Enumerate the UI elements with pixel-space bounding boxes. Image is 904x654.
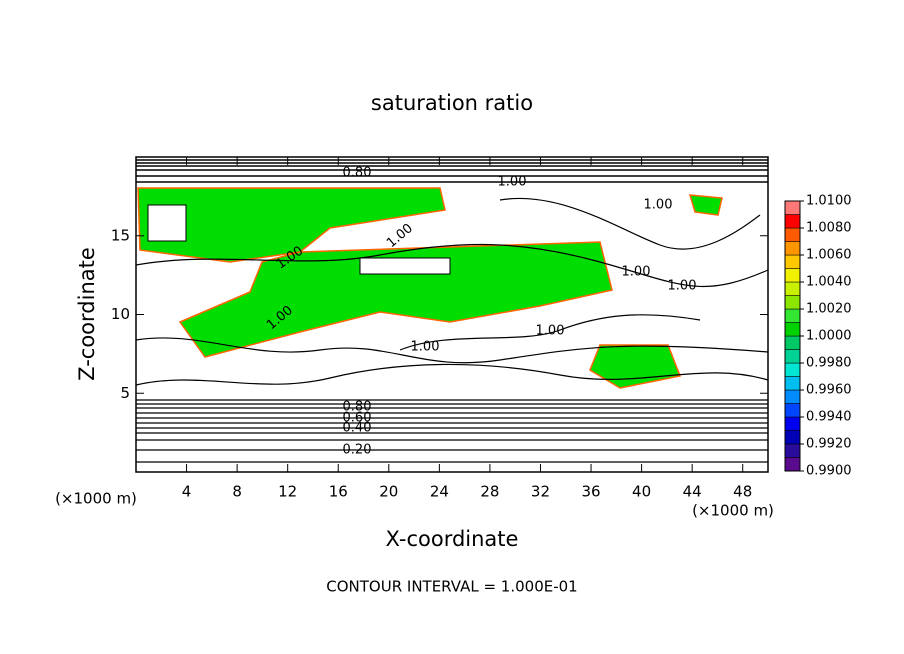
contour-label: 0.80 [343, 166, 372, 181]
footer: CONTOUR INTERVAL = 1.000E-01 [326, 578, 577, 596]
colorbar-tick-label: 1.0100 [806, 194, 852, 209]
x-axis-label: X-coordinate [386, 527, 519, 551]
x-tick-label: 32 [531, 483, 550, 501]
contour-line [135, 363, 769, 386]
colorbar-band [784, 443, 801, 458]
x-tick-label: 20 [379, 483, 398, 501]
unsaturated-hole [359, 257, 451, 275]
colorbar-band [784, 416, 801, 431]
colorbar-band [784, 335, 801, 350]
colorbar-tick-label: 1.0060 [806, 248, 852, 263]
contour-label: 0.40 [343, 421, 372, 436]
colorbar-band [784, 308, 801, 323]
contour-label: 0.60 [343, 411, 372, 426]
colorbar-band [784, 254, 801, 269]
contour-label: 1.00 [384, 221, 416, 251]
contour-line [135, 337, 769, 364]
colorbar-tick-label: 1.0080 [806, 221, 852, 236]
colorbar-band [784, 268, 801, 283]
contour-label: 0.20 [343, 443, 372, 458]
saturated-region [137, 187, 446, 263]
saturated-region [178, 241, 613, 358]
colorbar-tick-label: 0.9960 [806, 383, 852, 398]
x-unit-label: (×1000 m) [692, 502, 774, 520]
colorbar-band [784, 295, 801, 310]
x-tick-label: 24 [430, 483, 449, 501]
colorbar-tick-label: 1.0000 [806, 329, 852, 344]
colorbar-tick-label: 0.9940 [806, 410, 852, 425]
colorbar-band [784, 322, 801, 337]
y-unit-label: (×1000 m) [55, 490, 137, 508]
y-tick-label: 5 [120, 384, 130, 402]
colorbar-tick-label: 0.9900 [806, 464, 852, 479]
colorbar-tick-label: 0.9920 [806, 437, 852, 452]
colorbar-band [784, 214, 801, 229]
x-tick-label: 40 [632, 483, 651, 501]
y-tick-label: 10 [111, 305, 130, 323]
y-axis-label: Z-coordinate [75, 247, 99, 381]
colorbar-band [784, 376, 801, 391]
colorbar-tick-label: 0.9980 [806, 356, 852, 371]
contour-label: 1.00 [536, 324, 565, 339]
colorbar-band [784, 430, 801, 445]
x-tick-label: 16 [329, 483, 348, 501]
unsaturated-hole [147, 204, 187, 242]
saturated-region [688, 194, 723, 216]
x-tick-label: 44 [683, 483, 702, 501]
chart-title: saturation ratio [371, 91, 533, 115]
x-tick-label: 48 [733, 483, 752, 501]
contour-line [499, 197, 761, 250]
contour-label: 1.00 [668, 279, 697, 294]
contour-label: 1.00 [644, 198, 673, 213]
colorbar-band [784, 227, 801, 242]
colorbar-band [784, 362, 801, 377]
saturated-region [589, 344, 682, 389]
colorbar-band [784, 457, 801, 472]
x-tick-label: 8 [232, 483, 242, 501]
x-tick-label: 12 [278, 483, 297, 501]
contour-label: 1.00 [498, 175, 527, 190]
colorbar-band [784, 349, 801, 364]
x-tick-label: 4 [182, 483, 192, 501]
colorbar-tick-label: 1.0020 [806, 302, 852, 317]
x-tick-label: 28 [480, 483, 499, 501]
colorbar-tick-label: 1.0040 [806, 275, 852, 290]
contour-label: 0.80 [343, 400, 372, 415]
colorbar-band [784, 200, 801, 215]
colorbar-band [784, 389, 801, 404]
x-tick-label: 36 [581, 483, 600, 501]
contour-label: 1.00 [411, 340, 440, 355]
contour-line [135, 243, 769, 287]
colorbar-band [784, 241, 801, 256]
contour-line [399, 314, 701, 351]
contour-label: 1.00 [622, 265, 651, 280]
y-tick-label: 15 [111, 226, 130, 244]
colorbar-band [784, 281, 801, 296]
colorbar-band [784, 403, 801, 418]
